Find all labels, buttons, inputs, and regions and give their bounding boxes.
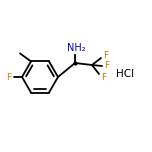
- Text: F: F: [6, 73, 12, 81]
- Text: NH₂: NH₂: [67, 43, 85, 53]
- Text: F: F: [104, 52, 109, 60]
- Text: F: F: [101, 73, 107, 81]
- Text: F: F: [104, 62, 110, 71]
- Text: HCl: HCl: [116, 69, 134, 79]
